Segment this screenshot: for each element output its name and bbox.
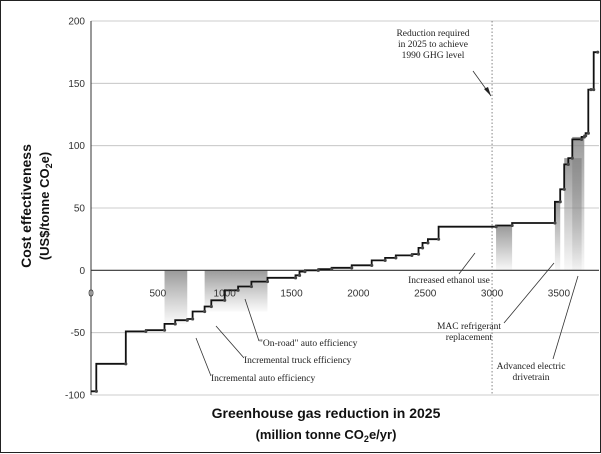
y-tick-label: 0 — [79, 266, 85, 277]
x-tick-label: 2000 — [347, 288, 370, 299]
data-point — [494, 225, 498, 229]
y-axis-subtitle: (US$/tonne CO2e) — [37, 152, 54, 260]
data-point — [394, 256, 398, 260]
leader-line — [503, 262, 555, 324]
data-point — [124, 362, 128, 366]
data-point — [316, 268, 320, 272]
data-point — [236, 288, 240, 292]
data-point — [173, 322, 177, 326]
data-point — [410, 253, 414, 257]
annotation-text: Advanced electric — [497, 362, 566, 372]
data-point — [436, 237, 441, 241]
annotation-text: Incremental auto efficiency — [211, 373, 316, 384]
x-tick-label: 500 — [149, 288, 166, 299]
data-point — [370, 263, 374, 267]
leader-line — [458, 252, 476, 275]
data-point — [420, 246, 425, 250]
data-point — [191, 317, 195, 321]
leader-line — [195, 337, 212, 377]
data-point — [570, 156, 574, 160]
x-tick-label: 3000 — [481, 288, 504, 299]
y-tick-label: -50 — [71, 328, 86, 339]
annotation-text: "On-road" auto efficiency — [259, 338, 358, 349]
data-point — [293, 276, 298, 280]
data-point — [162, 328, 167, 332]
data-point — [510, 223, 514, 228]
y-tick-label: 50 — [74, 204, 86, 215]
annotation-text: replacement — [446, 333, 493, 343]
annotation-text: Incremental truck efficiency — [244, 355, 352, 366]
arrowhead — [484, 87, 491, 96]
annotation-text: Reduction required — [396, 29, 469, 39]
data-point — [553, 221, 557, 225]
data-point — [223, 298, 227, 302]
data-point — [249, 284, 254, 289]
x-tick-label: 1000 — [214, 288, 237, 299]
x-tick-label: 0 — [88, 288, 94, 299]
y-tick-label: 150 — [68, 79, 85, 90]
annotation-text: MAC refrigerant — [437, 321, 501, 332]
annotation-text: in 2025 to achieve — [398, 40, 468, 50]
data-point — [416, 252, 421, 256]
y-axis-title: Cost effectiveness — [18, 144, 34, 268]
data-point — [558, 200, 562, 204]
annotation-text: drivetrain — [513, 373, 550, 383]
data-point — [584, 134, 588, 138]
data-point — [586, 131, 590, 135]
data-point — [265, 279, 270, 284]
x-axis-title: Greenhouse gas reduction in 2025 — [212, 405, 441, 421]
data-point — [297, 273, 302, 277]
y-axis-subtitle-group: (US$/tonne CO2e) — [37, 152, 54, 260]
data-point — [562, 187, 566, 191]
leader-line — [215, 325, 245, 359]
x-tick-label: 2500 — [414, 288, 437, 299]
shaded-region — [572, 136, 585, 271]
leader-line — [552, 275, 579, 360]
axes — [90, 21, 599, 395]
y-tick-label: -100 — [65, 391, 85, 402]
shaded-region — [554, 201, 561, 271]
x-tick-label: 3500 — [548, 288, 571, 299]
y-tick-label: 100 — [68, 141, 85, 152]
data-point — [330, 267, 334, 271]
data-point — [209, 304, 213, 309]
data-point — [566, 162, 570, 166]
shaded-region — [496, 225, 513, 271]
x-axis-subtitle: (million tonne CO2e/yr) — [256, 427, 397, 444]
series-layer — [91, 50, 600, 393]
x-tick-label: 1500 — [280, 288, 303, 299]
shaded-regions — [164, 136, 585, 324]
data-point — [185, 318, 189, 322]
data-point — [596, 50, 600, 54]
data-point — [144, 329, 148, 334]
data-point — [350, 266, 354, 270]
annotation-text: 1990 GHG level — [402, 51, 465, 61]
y-tick-label: 200 — [68, 17, 85, 28]
data-point — [383, 258, 387, 262]
annotation-text: Increased ethanol use — [408, 276, 490, 286]
grid-layer — [91, 20, 599, 396]
data-point — [426, 241, 430, 245]
data-point — [589, 87, 593, 92]
data-point — [592, 87, 596, 92]
y-axis-title-group: Cost effectiveness — [18, 144, 34, 268]
data-point — [580, 137, 584, 142]
shaded-region — [164, 270, 188, 324]
data-point — [303, 269, 307, 274]
data-point — [94, 389, 98, 393]
leader-line — [244, 298, 260, 342]
data-point — [203, 309, 207, 314]
